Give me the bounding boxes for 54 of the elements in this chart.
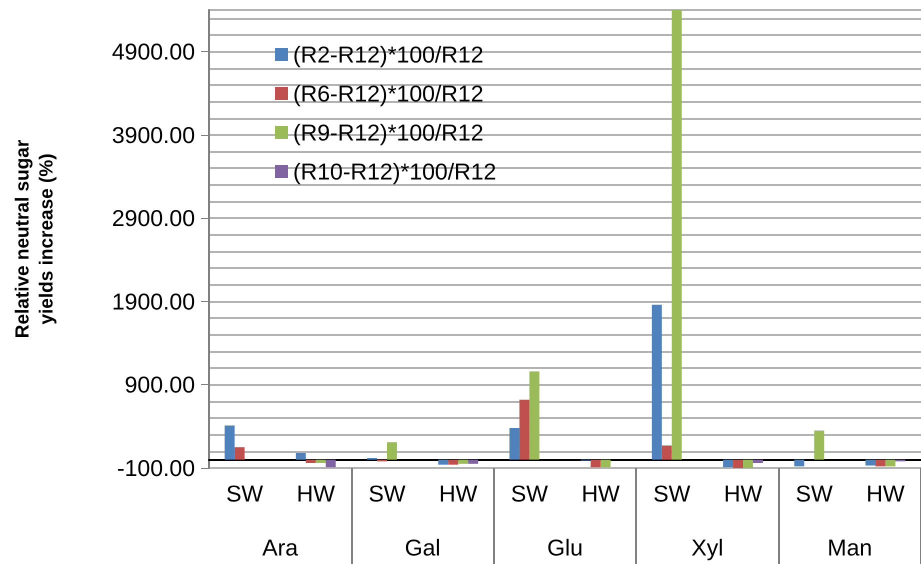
legend-label: (R6-R12)*100/R12	[293, 80, 484, 106]
x-tick-label: SW	[653, 480, 691, 506]
bar	[794, 460, 804, 466]
x-tick-label: SW	[368, 480, 406, 506]
bar	[875, 460, 886, 466]
bar	[519, 400, 530, 460]
y-tick-label: 3900.00	[112, 122, 195, 148]
x-tick-label: SW	[796, 480, 834, 506]
text: Ara	[262, 534, 298, 560]
bar	[234, 447, 245, 460]
bar	[468, 460, 478, 464]
bar	[590, 460, 601, 468]
bar	[509, 428, 520, 460]
bar	[723, 460, 734, 468]
x-tick-label: HW	[439, 480, 478, 506]
bar	[865, 460, 876, 466]
y-tick-label: -100.00	[116, 455, 195, 481]
y-tick-label: 4900.00	[112, 38, 195, 65]
y-tick-label: 1900.00	[112, 288, 195, 314]
bar	[743, 460, 753, 468]
text: Xyl	[691, 534, 724, 560]
bar	[448, 460, 458, 465]
bar	[529, 371, 540, 460]
x-tick-label: SW	[510, 480, 548, 506]
text: Man	[827, 534, 872, 560]
bar	[316, 460, 326, 464]
bar	[296, 453, 306, 460]
y-axis-title: Relative neutral sugar yields increase (%)	[12, 139, 58, 338]
y-tick-label: 900.00	[124, 372, 195, 398]
bar	[733, 460, 743, 468]
bar	[662, 446, 672, 460]
bar	[672, 10, 682, 460]
bar	[438, 460, 448, 465]
text: Glu	[547, 534, 583, 560]
bar	[458, 460, 468, 464]
legend-label: (R9-R12)*100/R12	[293, 120, 484, 146]
y-tick-label: 2900.00	[112, 205, 195, 232]
legend-label: (R10-R12)*100/R12	[293, 158, 496, 184]
x-tick-label: HW	[581, 480, 620, 506]
bar	[885, 460, 896, 466]
x-tick-label: HW	[866, 480, 905, 506]
bar	[387, 442, 397, 460]
bar	[814, 430, 824, 460]
x-tick-label: SW	[226, 480, 264, 506]
bar	[306, 460, 316, 464]
bar	[652, 304, 662, 460]
bar	[224, 426, 235, 460]
text: Gal	[404, 534, 440, 560]
bar	[326, 460, 336, 468]
x-tick-label: HW	[296, 480, 336, 506]
legend-label: (R2-R12)*100/R12	[293, 42, 484, 68]
bar	[600, 460, 611, 468]
bar	[752, 460, 763, 464]
x-tick-label: HW	[724, 480, 762, 506]
